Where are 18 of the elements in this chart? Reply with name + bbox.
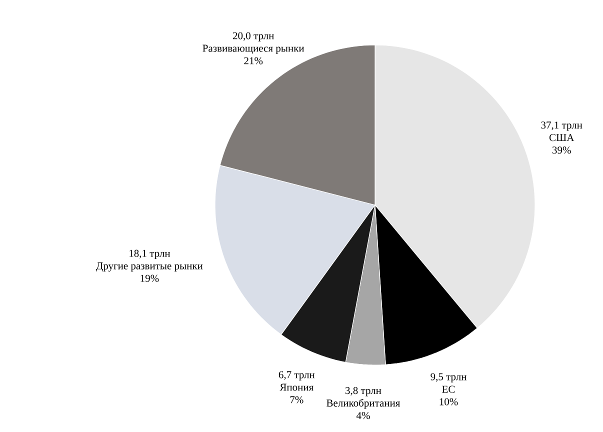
slice-label: ЕС <box>442 386 455 393</box>
slice-label: Другие развитые рынки <box>96 262 203 272</box>
text: 19% <box>140 274 159 282</box>
data-label: 3,8 трлн <box>346 386 382 396</box>
data-label: 20,0 трлн <box>232 32 274 42</box>
text: 7% <box>290 396 304 404</box>
slice-label: Япония <box>280 384 314 391</box>
slice-label: США <box>549 134 574 142</box>
slice-label: Великобритания <box>326 398 400 409</box>
data-label: 18,1 трлн <box>130 250 170 260</box>
data-label: 6,7 трлн <box>278 371 315 380</box>
text: 10% <box>440 398 458 406</box>
text: 4% <box>356 412 370 420</box>
data-label: 9,5 трлн <box>430 373 466 382</box>
data-label: 37,1 трлн <box>541 122 582 131</box>
text: 21% <box>244 57 263 64</box>
text: 39% <box>552 146 571 154</box>
slice-label: Развивающиеся рынки <box>202 44 304 54</box>
